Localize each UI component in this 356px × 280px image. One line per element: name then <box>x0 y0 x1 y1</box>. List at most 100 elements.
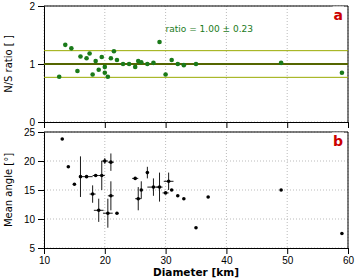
grid-line-x <box>226 132 227 248</box>
x-tick: 40 <box>221 248 233 266</box>
y-tick-mark <box>38 64 44 65</box>
y-tick-mark <box>38 6 44 7</box>
panel-label-box <box>332 132 344 150</box>
grid-line-y <box>44 190 348 191</box>
point <box>133 65 138 70</box>
y-tick-label: 15 <box>24 185 36 196</box>
point <box>109 56 114 61</box>
x-axis <box>45 122 349 128</box>
point <box>170 188 174 192</box>
point <box>109 160 113 164</box>
y-tick: 15 <box>24 185 44 196</box>
point <box>90 72 95 77</box>
panel: 102030405060510152025bMean angle [°]Diam… <box>3 127 354 278</box>
point <box>100 174 104 178</box>
x-tick-mark <box>226 122 227 128</box>
point <box>146 171 150 175</box>
frame-right <box>348 132 349 248</box>
x-tick-label: 50 <box>282 255 294 266</box>
y-axis-line <box>38 7 45 123</box>
x-axis-line <box>45 123 349 129</box>
y-tick-mark <box>38 122 44 123</box>
point <box>103 70 108 75</box>
point <box>182 63 187 68</box>
grid-line-y <box>44 132 348 133</box>
y-tick: 20 <box>24 156 44 167</box>
point <box>175 62 180 67</box>
x-tick-mark <box>105 122 106 128</box>
point <box>176 194 180 198</box>
x-tick-mark <box>166 122 167 128</box>
panel-label-box <box>333 6 344 24</box>
point <box>145 62 150 67</box>
point <box>169 58 174 63</box>
point <box>73 182 77 186</box>
point <box>151 61 156 66</box>
y-tick: 10 <box>24 214 44 225</box>
point <box>57 74 62 79</box>
x-tick-mark <box>287 248 288 254</box>
point <box>112 49 117 54</box>
point <box>157 40 162 45</box>
y-axis-line <box>38 133 45 249</box>
y-tick-mark <box>38 190 44 191</box>
x-tick-mark <box>287 122 288 128</box>
x-tick: 30 <box>161 248 173 266</box>
y-tick: 5 <box>29 243 44 254</box>
point <box>115 211 119 215</box>
point <box>93 59 98 64</box>
point <box>78 54 83 59</box>
point <box>91 192 95 196</box>
point <box>136 197 140 201</box>
x-tick <box>287 122 288 128</box>
y-axis: 012 <box>29 1 44 128</box>
point <box>109 194 113 198</box>
frame-top <box>44 6 348 7</box>
y-tick-label: 5 <box>29 243 35 254</box>
x-axis-line <box>45 249 349 255</box>
point <box>163 72 168 77</box>
point <box>115 58 120 63</box>
x-tick: 10 <box>39 248 51 266</box>
annotation: ratio = 1.00 ± 0.23 <box>166 24 253 34</box>
y-tick-label: 1 <box>29 59 35 70</box>
x-tick <box>105 122 106 128</box>
point <box>97 209 101 213</box>
point <box>121 62 126 67</box>
y-tick: 2 <box>29 1 44 12</box>
x-axis: 10 20 30 40 50 60 <box>39 248 355 266</box>
point <box>99 55 104 60</box>
y-tick-mark <box>38 161 44 162</box>
point <box>85 175 89 179</box>
frame-top <box>44 132 348 133</box>
grid-line-y <box>44 6 348 7</box>
point <box>106 74 111 79</box>
y-tick-mark <box>38 248 44 249</box>
point <box>94 174 98 178</box>
point <box>79 175 83 179</box>
point <box>127 62 132 67</box>
point <box>152 185 156 189</box>
point <box>206 195 210 199</box>
point <box>69 46 74 51</box>
y-tick: 25 <box>24 127 44 138</box>
y-axis-title: Mean angle [°] <box>3 153 14 227</box>
point <box>96 68 101 73</box>
point <box>167 180 171 184</box>
grid-line-y <box>44 219 348 220</box>
panel-label: a <box>334 7 343 23</box>
x-tick <box>226 122 227 128</box>
x-tick: 20 <box>100 248 112 266</box>
y-tick-mark <box>38 132 44 133</box>
grid-line-x <box>348 132 349 248</box>
x-tick-label: 30 <box>161 255 173 266</box>
y-tick-label: 2 <box>29 1 35 12</box>
y-tick-label: 10 <box>24 214 36 225</box>
y-tick-label: 25 <box>24 127 36 138</box>
grid-line-x <box>165 132 166 248</box>
y-axis: 5 10 15 20 25 <box>24 127 45 254</box>
point <box>279 61 284 66</box>
x-tick: 60 <box>343 248 355 266</box>
x-tick-mark <box>166 248 167 254</box>
point <box>139 188 143 192</box>
